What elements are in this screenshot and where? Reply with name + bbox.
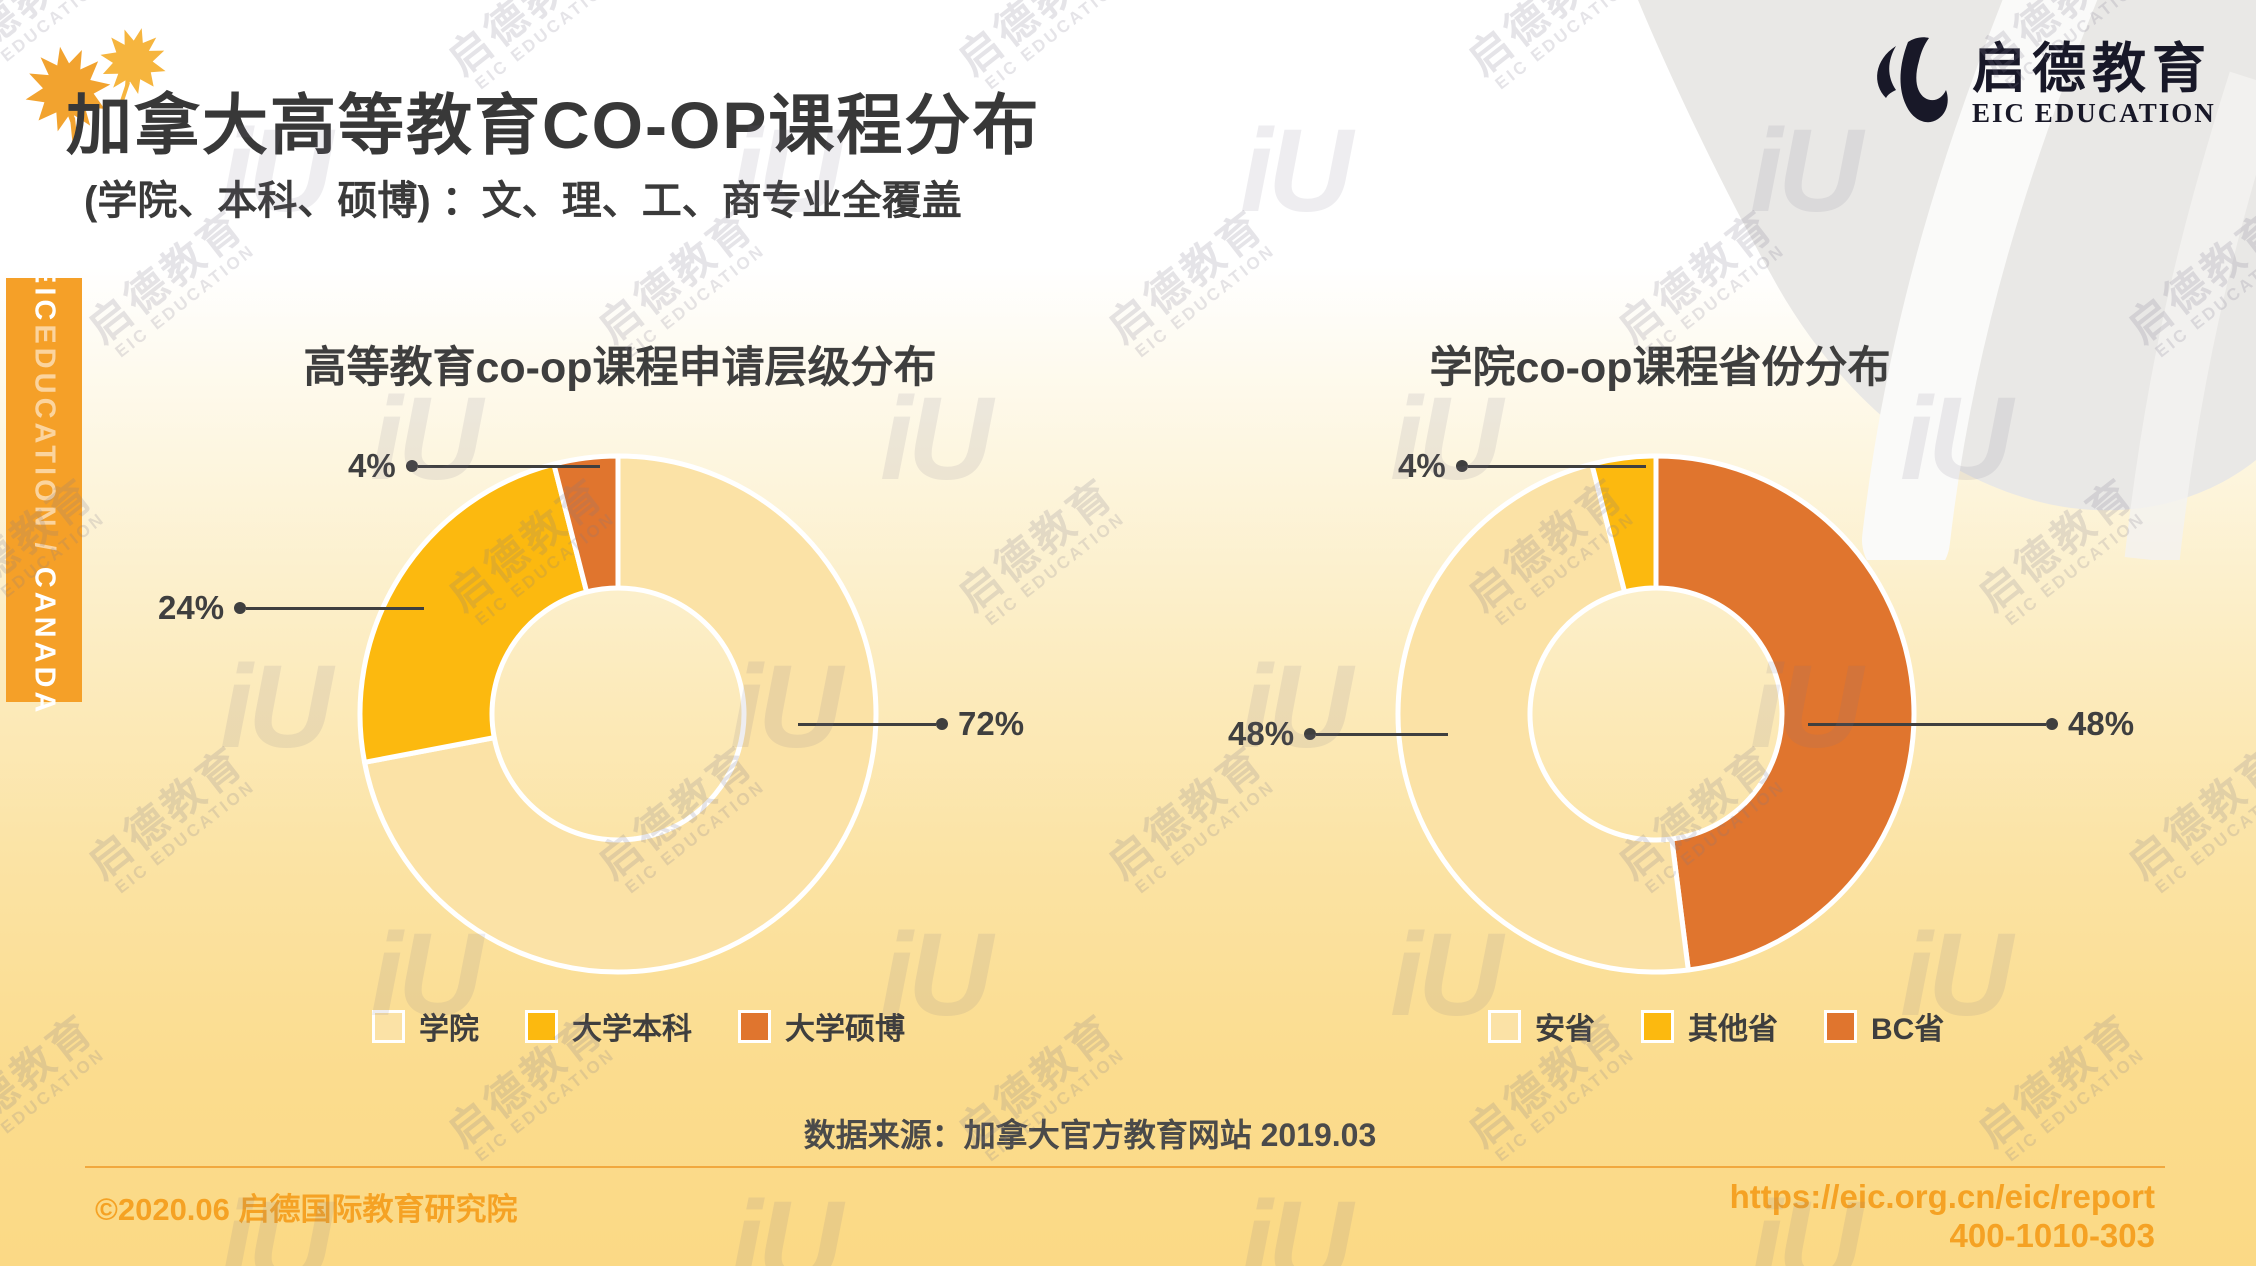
callout-value: 48%: [2068, 705, 2135, 742]
footer-phone: 400-1010-303: [1949, 1216, 2155, 1254]
callout-line: [798, 722, 936, 726]
callout-dot: [405, 460, 418, 472]
callout-value: 72%: [958, 705, 1025, 742]
callout-dot: [2046, 718, 2058, 730]
donut-slice-学院: [362, 453, 879, 975]
legend-left: 学院 大学本科 大学硕博: [372, 1004, 905, 1048]
callout-value: 24%: [158, 589, 225, 626]
legend-item: BC省: [1824, 1004, 1944, 1048]
legend-label: 学院: [419, 1013, 479, 1046]
callout-left-24pct: 24%: [158, 589, 425, 627]
sidebar-separator: /: [28, 530, 61, 567]
callout-line: [1808, 722, 2046, 726]
legend-label: 大学硕博: [785, 1013, 905, 1046]
sidebar-tab-label: EICEDUCATION / CANADA: [28, 264, 61, 716]
callout-right-48pct-left: 48%: [1228, 715, 1449, 753]
chart-title-right: 学院co-op课程省份分布: [1429, 344, 1891, 392]
legend-label: 其他省: [1688, 1013, 1778, 1046]
callout-value: 4%: [348, 447, 396, 484]
callout-right-4pct: 4%: [1398, 447, 1646, 485]
callout-value: 4%: [1398, 447, 1446, 484]
footer-contact: https://eic.org.cn/eic/report 400-1010-3…: [1580, 1178, 2155, 1256]
brand-name-en: EIC EDUCATION: [1972, 97, 2216, 128]
callout-line: [1467, 464, 1646, 468]
legend-label: BC省: [1871, 1013, 1945, 1046]
legend-swatch: [1488, 1009, 1521, 1043]
eic-logo-icon: [1877, 37, 1948, 123]
donut-slice-BC省: [1653, 453, 1917, 973]
footer-copyright: ©2020.06 启德国际教育研究院: [95, 1192, 518, 1227]
legend-swatch: [525, 1009, 558, 1043]
legend-label: 大学本科: [572, 1013, 692, 1046]
donut-chart-left: [357, 453, 879, 975]
sidebar-canada-text: CANADA: [28, 566, 61, 717]
data-source-note: 数据来源：加拿大官方教育网站 2019.03: [803, 1117, 1377, 1153]
callout-right-48pct-right: 48%: [1808, 705, 2134, 743]
sidebar-tab-canada: EICEDUCATION / CANADA: [6, 264, 82, 716]
legend-right: 安省 其他省 BC省: [1488, 1004, 1944, 1048]
donut-slice-安省: [1395, 461, 1691, 975]
callout-left-72pct: 72%: [798, 705, 1024, 743]
legend-swatch: [1824, 1009, 1857, 1043]
callout-line: [417, 464, 600, 468]
chart-title-left: 高等教育co-op课程申请层级分布: [303, 344, 937, 392]
footer-url: https://eic.org.cn/eic/report: [1729, 1178, 2155, 1215]
callout-dot: [936, 718, 948, 730]
donut-chart-right: [1395, 453, 1917, 975]
maple-leaves-icon: [25, 28, 166, 142]
legend-item: 大学本科: [525, 1004, 692, 1048]
callout-left-4pct: 4%: [348, 447, 600, 485]
callout-dot: [234, 602, 247, 614]
sidebar-education-text: EDUCATION: [28, 324, 61, 531]
callout-dot: [1304, 728, 1317, 740]
legend-swatch: [738, 1009, 771, 1043]
callout-value: 48%: [1228, 715, 1295, 752]
page-title: 加拿大高等教育CO-OP课程分布: [66, 88, 1041, 162]
legend-item: 大学硕博: [738, 1004, 905, 1048]
callout-dot: [1455, 460, 1468, 472]
legend-swatch: [1641, 1009, 1674, 1043]
sidebar-eic-text: EIC: [28, 263, 61, 325]
brand-logo: 启德教育 EIC EDUCATION: [1852, 30, 2216, 140]
page-subtitle: (学院、本科、硕博) ：文、理、工、商专业全覆盖: [84, 179, 962, 223]
footer-divider: [85, 1166, 2165, 1168]
legend-swatch: [372, 1009, 405, 1043]
legend-item: 其他省: [1641, 1004, 1778, 1048]
callout-line: [246, 606, 425, 610]
legend-item: 安省: [1488, 1004, 1595, 1048]
donut-slice-大学硕博: [551, 453, 621, 595]
callout-line: [1316, 732, 1449, 736]
legend-label: 安省: [1535, 1013, 1595, 1046]
donut-slice-大学本科: [357, 461, 590, 765]
brand-name-cn: 启德教育: [1972, 39, 2212, 100]
legend-item: 学院: [372, 1004, 479, 1048]
